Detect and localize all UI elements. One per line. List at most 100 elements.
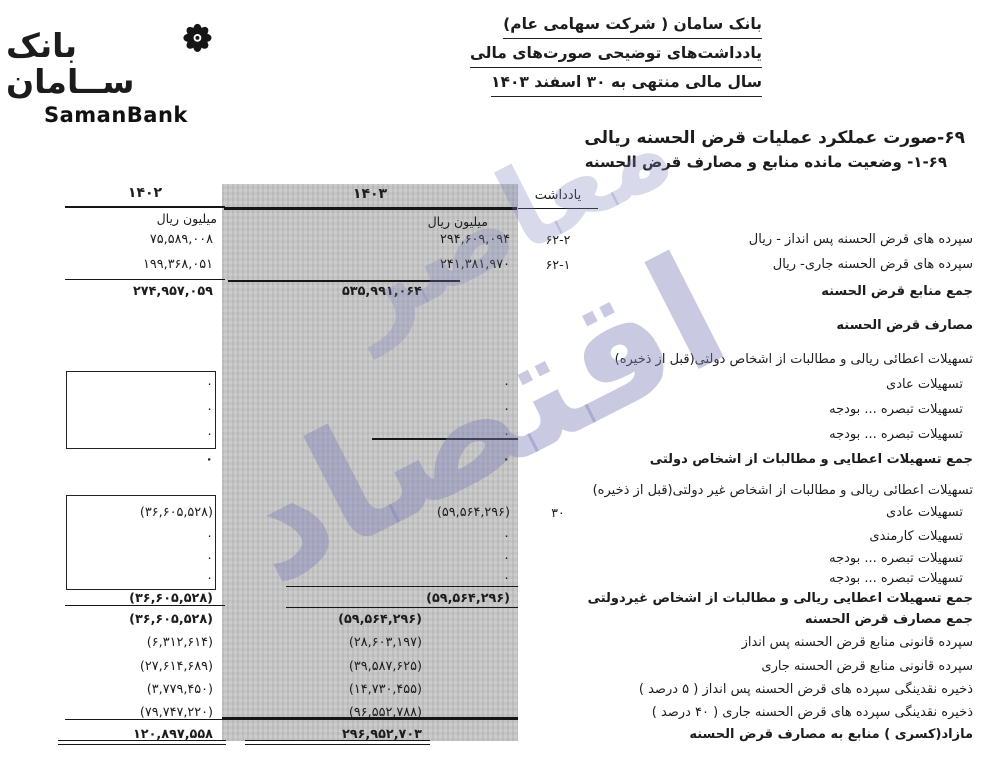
- value-1402: (۳۶,۶۰۵,۵۲۸): [139, 505, 213, 520]
- total-sources-line-1402: [65, 279, 225, 281]
- value-1402: (۳۶,۶۰۵,۵۲۸): [129, 591, 213, 606]
- row-label: تسهیلات تبصره ... بودجه: [829, 571, 963, 586]
- row-note-ref: ۶۲-۲: [545, 232, 571, 247]
- value-1403: ۰: [503, 402, 510, 417]
- value-1402: ۰: [206, 529, 213, 544]
- value-1402: (۷۹,۷۴۷,۲۲۰): [139, 705, 213, 720]
- row-label: مازاد(کسری ) منابع به مصارف قرض الحسنه: [689, 727, 973, 742]
- value-1402: (۲۷,۶۱۴,۶۸۹): [139, 659, 213, 674]
- value-1402: ۱۲۰,۸۹۷,۵۵۸: [132, 727, 213, 742]
- header-underline-note: [518, 208, 598, 210]
- value-1403: ۵۳۵,۹۹۱,۰۶۴: [341, 284, 422, 299]
- table-row: جمع تسهیلات اعطایی و مطالبات از اشخاص دو…: [0, 451, 1007, 470]
- logo-latin-wordmark: SamanBank: [44, 102, 188, 127]
- row-label: جمع مصارف قرض الحسنه: [804, 612, 973, 627]
- surplus-double-underline-1402-b: [58, 744, 226, 746]
- value-1403: ۲۹۴,۶۰۹,۰۹۴: [440, 232, 510, 247]
- column-header-1402: ۱۴۰۲: [127, 185, 163, 201]
- value-1403: (۹۶,۵۵۲,۷۸۸): [348, 705, 422, 720]
- surplus-double-underline-1403-b: [245, 744, 430, 746]
- table-row: تسهیلات اعطائی ریالی و مطالبات از اشخاص …: [0, 351, 1007, 370]
- row-label: ذخیره نقدینگی سپرده های قرض الحسنه جاری …: [651, 705, 973, 720]
- table-row: جمع تسهیلات اعطایی ریالی و مطالبات از اش…: [0, 590, 1007, 609]
- row-note-ref: ۶۲-۱: [545, 257, 571, 272]
- value-1402: ۱۹۹,۳۶۸,۰۵۱: [143, 257, 213, 272]
- letterhead-line-fiscal-year: سال مالی منتهی به ۳۰ اسفند ۱۴۰۳: [491, 72, 762, 97]
- value-1403: (۳۹,۵۸۷,۶۲۵): [348, 659, 422, 674]
- table-row: تسهیلات کارمندی ۰ ۰: [0, 528, 1007, 547]
- value-1403: ۰: [503, 551, 510, 566]
- row-label: سپرده های قرض الحسنه پس انداز - ریال: [748, 232, 973, 247]
- value-1402: (۳,۷۷۹,۴۵۰): [146, 682, 213, 697]
- value-1402: (۶,۳۱۲,۶۱۴): [146, 635, 213, 650]
- header-underline-1402: [65, 206, 225, 208]
- unit-label-1402: میلیون ریال: [156, 211, 217, 226]
- row-label: مصارف قرض الحسنه: [836, 318, 973, 333]
- table-row: تسهیلات اعطائی ریالی و مطالبات از اشخاص …: [0, 482, 1007, 501]
- surplus-double-underline-1402-a: [58, 740, 226, 742]
- value-1403: (۱۴,۷۳۰,۴۵۵): [348, 682, 422, 697]
- value-1402: ۰: [205, 452, 213, 467]
- column-header-note: یادداشت: [534, 188, 582, 203]
- total-sources-line-1403: [228, 280, 460, 283]
- scanned-financial-statement-page: { "logo": { "persian_wordmark": "بانک سـ…: [0, 10, 1007, 746]
- pre-surplus-thick-line-1403: [222, 717, 518, 720]
- table-row: مازاد(کسری ) منابع به مصارف قرض الحسنه ۲۹…: [0, 726, 1007, 745]
- row-label: تسهیلات اعطائی ریالی و مطالبات از اشخاص …: [614, 352, 973, 367]
- value-1403: ۰: [503, 529, 510, 544]
- table-row: سپرده قانونی منابع قرض الحسنه جاری (۳۹,۵۸…: [0, 658, 1007, 677]
- table-row: تسهیلات تبصره ... بودجه ۰ ۰: [0, 550, 1007, 569]
- saman-bank-logo: بانک ســامان: [6, 10, 216, 127]
- section-title: ۶۹-صورت عملکرد عملیات قرض الحسنه ریالی: [584, 128, 965, 148]
- value-1402: ۷۵,۵۸۹,۰۰۸: [149, 232, 213, 247]
- value-1402: (۳۶,۶۰۵,۵۲۸): [129, 612, 213, 627]
- row-label: جمع تسهیلات اعطایی و مطالبات از اشخاص دو…: [649, 452, 973, 467]
- value-1403: (۵۹,۵۶۴,۲۹۶): [426, 591, 510, 606]
- table-row: جمع منابع قرض الحسنه ۵۳۵,۹۹۱,۰۶۴ ۲۷۴,۹۵۷,۰…: [0, 283, 1007, 302]
- row-label: تسهیلات عادی: [886, 505, 963, 520]
- table-row: سپرده های قرض الحسنه جاری- ریال ۶۲-۱ ۲۴۱,۳…: [0, 256, 1007, 275]
- table-row: جمع مصارف قرض الحسنه (۵۹,۵۶۴,۲۹۶) (۳۶,۶۰۵,…: [0, 611, 1007, 630]
- row-label: سپرده های قرض الحسنه جاری- ریال: [772, 257, 973, 272]
- value-1402: ۲۷۴,۹۵۷,۰۵۹: [132, 284, 213, 299]
- value-1402: ۰: [206, 377, 213, 392]
- row-label: سپرده قانونی منابع قرض الحسنه پس انداز: [741, 635, 973, 650]
- header-underline-1403: [224, 207, 517, 210]
- row-note-ref: ۳۰: [551, 505, 565, 520]
- nongov-subtotal-line-1403-top: [286, 586, 518, 588]
- row-label: تسهیلات اعطائی ریالی و مطالبات از اشخاص …: [592, 483, 973, 498]
- row-label: جمع تسهیلات اعطایی ریالی و مطالبات از اش…: [587, 591, 973, 606]
- row-label: تسهیلات تبصره ... بودجه: [829, 551, 963, 566]
- section-subtitle: ۱-۶۹- وضعیت مانده منابع و مصارف قرض الحس…: [584, 153, 947, 171]
- value-1403: (۵۹,۵۶۴,۲۹۶): [436, 505, 510, 520]
- value-1402: ۰: [206, 551, 213, 566]
- value-1403: ۰: [502, 452, 510, 467]
- gov-facilities-box-1402: [66, 371, 216, 449]
- logo-persian-wordmark: بانک ســامان: [6, 26, 135, 102]
- letterhead-line-notes: یادداشت‌های توضیحی صورت‌های مالی: [469, 43, 762, 68]
- row-label: ذخیره نقدینگی سپرده های قرض الحسنه پس ان…: [638, 682, 973, 697]
- flower-star-emblem-icon: [183, 23, 212, 52]
- table-row: تسهیلات تبصره ... بودجه ۰ ۰: [0, 401, 1007, 420]
- row-label: تسهیلات تبصره ... بودجه: [829, 427, 963, 442]
- letterhead-line-company: بانک سامان ( شرکت سهامی عام): [503, 14, 762, 39]
- table-row: تسهیلات عادی ۰ ۰: [0, 376, 1007, 395]
- table-row: مصارف قرض الحسنه: [0, 317, 1007, 336]
- table-row: سپرده های قرض الحسنه پس انداز - ریال ۶۲-۲…: [0, 231, 1007, 250]
- surplus-double-underline-1403-a: [245, 740, 430, 742]
- value-1403: ۰: [503, 377, 510, 392]
- row-label: تسهیلات کارمندی: [869, 529, 963, 544]
- qard-hasanah-table: سپرده های قرض الحسنه پس انداز - ریال ۶۲-۲…: [0, 231, 1007, 745]
- nongov-facilities-box-1402: [66, 495, 216, 590]
- table-row: ذخیره نقدینگی سپرده های قرض الحسنه جاری …: [0, 704, 1007, 723]
- value-1403: ۰: [503, 427, 510, 442]
- letterhead: بانک سامان ( شرکت سهامی عام) یادداشت‌های…: [342, 14, 762, 101]
- table-row: ذخیره نقدینگی سپرده های قرض الحسنه پس ان…: [0, 681, 1007, 700]
- row-label: تسهیلات عادی: [886, 377, 963, 392]
- row-label: جمع منابع قرض الحسنه: [821, 284, 973, 299]
- value-1403: ۲۴۱,۳۸۱,۹۷۰: [440, 257, 510, 272]
- value-1402: ۰: [206, 427, 213, 442]
- gov-subtotal-line-1403: [372, 438, 518, 440]
- table-row: تسهیلات عادی ۳۰ (۵۹,۵۶۴,۲۹۶) (۳۶,۶۰۵,۵۲۸): [0, 504, 1007, 523]
- unit-label-1403: میلیون ریال: [427, 214, 488, 229]
